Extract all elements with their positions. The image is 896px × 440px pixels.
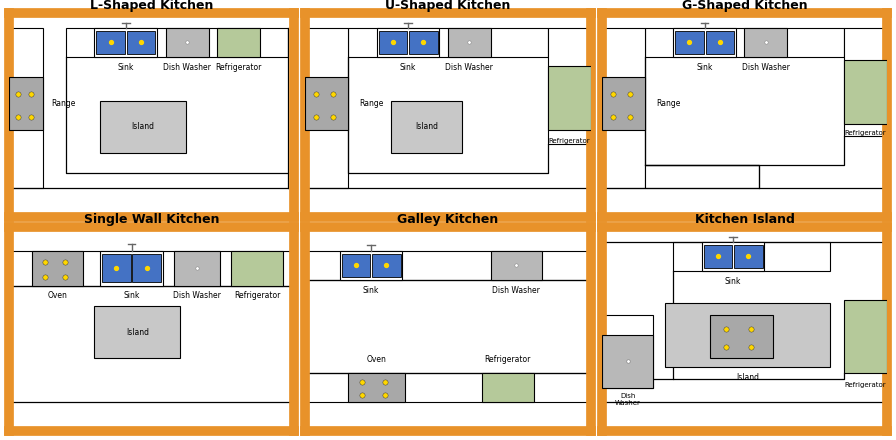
Bar	[547, 66, 590, 130]
Bar	[306, 28, 349, 188]
Bar	[9, 28, 43, 188]
Bar	[645, 28, 844, 57]
Bar	[94, 306, 180, 358]
Bar	[705, 31, 734, 54]
Text: Dish Washer: Dish Washer	[173, 291, 221, 301]
Text: Island: Island	[132, 122, 154, 131]
Bar	[372, 254, 401, 276]
Bar	[844, 300, 887, 373]
Text: Refrigerator: Refrigerator	[845, 130, 886, 136]
Text: Sink: Sink	[400, 63, 417, 72]
Bar	[673, 28, 736, 57]
Text: Sink: Sink	[363, 286, 379, 294]
Text: Island: Island	[125, 328, 149, 337]
Title: L-Shaped Kitchen: L-Shaped Kitchen	[90, 0, 213, 12]
Bar	[341, 254, 370, 276]
Text: Sink: Sink	[117, 63, 134, 72]
Bar	[231, 251, 282, 286]
Text: Oven: Oven	[737, 315, 757, 324]
Title: Galley Kitchen: Galley Kitchen	[397, 213, 499, 226]
Bar	[102, 254, 131, 282]
Title: Kitchen Island: Kitchen Island	[694, 213, 795, 226]
Bar	[349, 373, 405, 402]
Bar	[645, 165, 759, 188]
Bar	[409, 31, 437, 54]
Text: Dish
Washer: Dish Washer	[615, 393, 641, 406]
Bar	[491, 251, 542, 280]
Bar	[97, 31, 125, 54]
Bar	[379, 31, 407, 54]
Text: Island: Island	[736, 373, 759, 382]
Bar	[448, 28, 491, 57]
Bar	[66, 28, 289, 57]
Bar	[9, 251, 294, 286]
Bar	[702, 242, 764, 271]
Bar	[376, 28, 439, 57]
Title: G-Shaped Kitchen: G-Shaped Kitchen	[682, 0, 807, 12]
Text: Refrigerator: Refrigerator	[548, 139, 590, 144]
Bar	[844, 60, 887, 124]
Bar	[166, 28, 209, 57]
Bar	[665, 303, 830, 367]
Bar	[175, 251, 220, 286]
Bar	[711, 315, 773, 358]
Bar	[349, 28, 547, 57]
Bar	[703, 245, 732, 268]
Bar	[100, 101, 185, 153]
Text: Dish Washer: Dish Washer	[445, 63, 494, 72]
Bar	[391, 101, 462, 153]
Bar	[602, 335, 653, 388]
Bar	[673, 242, 830, 271]
Text: Sink: Sink	[725, 277, 741, 286]
Bar	[133, 254, 161, 282]
Text: Range: Range	[52, 99, 76, 108]
Bar	[675, 31, 703, 54]
Bar	[306, 77, 349, 130]
Bar	[94, 28, 157, 57]
Bar	[306, 373, 590, 402]
Bar	[9, 77, 43, 130]
Bar	[100, 251, 163, 286]
Bar	[340, 251, 402, 280]
Bar	[482, 373, 533, 402]
Text: Sink: Sink	[696, 63, 713, 72]
Text: Dish Washer: Dish Washer	[742, 63, 789, 72]
Bar	[602, 77, 645, 130]
Title: Single Wall Kitchen: Single Wall Kitchen	[83, 213, 220, 226]
Bar	[217, 28, 260, 57]
Bar	[547, 28, 590, 144]
Text: Oven: Oven	[47, 291, 67, 301]
Text: Sink: Sink	[124, 291, 140, 301]
Text: Range: Range	[656, 99, 680, 108]
Bar	[31, 251, 83, 286]
Bar	[745, 28, 788, 57]
Text: Refrigerator: Refrigerator	[234, 291, 280, 301]
Bar	[127, 31, 155, 54]
Bar	[844, 28, 887, 136]
Bar	[734, 245, 762, 268]
Text: Range: Range	[359, 99, 384, 108]
Bar	[602, 315, 653, 388]
Text: Refrigerator: Refrigerator	[215, 63, 262, 72]
Text: Refrigerator: Refrigerator	[485, 355, 531, 364]
Text: Refrigerator: Refrigerator	[845, 381, 886, 388]
Title: U-Shaped Kitchen: U-Shaped Kitchen	[385, 0, 511, 12]
Bar	[602, 28, 645, 188]
Text: Dish Washer: Dish Washer	[163, 63, 211, 72]
Text: Island: Island	[415, 122, 438, 131]
Text: Dish Washer: Dish Washer	[493, 286, 540, 294]
Bar	[306, 251, 590, 280]
Text: Oven: Oven	[366, 355, 387, 364]
